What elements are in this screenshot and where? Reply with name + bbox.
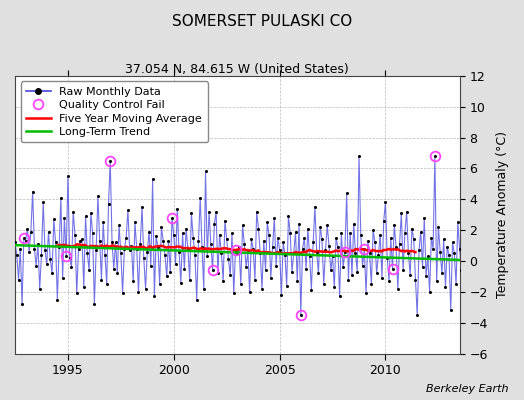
Title: 37.054 N, 84.615 W (United States): 37.054 N, 84.615 W (United States) <box>125 63 349 76</box>
Text: SOMERSET PULASKI CO: SOMERSET PULASKI CO <box>172 14 352 29</box>
Y-axis label: Temperature Anomaly (°C): Temperature Anomaly (°C) <box>496 131 509 298</box>
Text: Berkeley Earth: Berkeley Earth <box>426 384 508 394</box>
Legend: Raw Monthly Data, Quality Control Fail, Five Year Moving Average, Long-Term Tren: Raw Monthly Data, Quality Control Fail, … <box>20 81 208 142</box>
